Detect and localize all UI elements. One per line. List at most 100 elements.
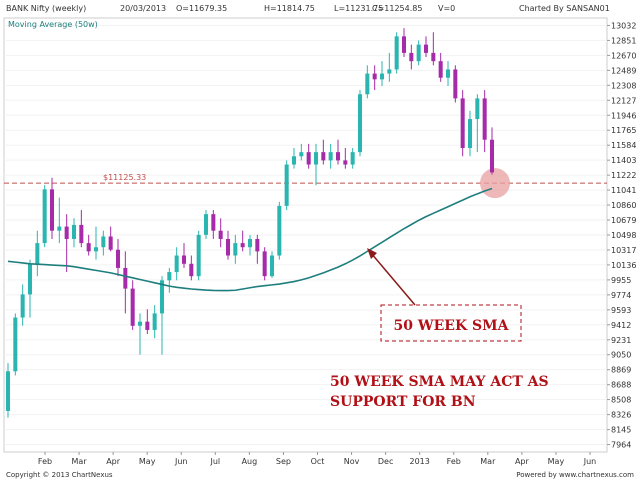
y-axis-ticks: 7964 8145 8326 8508 8688 8869 9050 9231 9412 9593… — [607, 21, 636, 450]
support-label: $11125.33 — [103, 173, 146, 182]
y-tick-label: 11041 — [611, 186, 636, 195]
x-tick-label: May — [548, 457, 565, 466]
candle-body — [5, 371, 11, 411]
x-tick-label: Oct — [311, 457, 325, 466]
x-axis-ticks: Feb Mar Apr May Jun Jul Aug Sep Oct Nov Dec 2013 Feb… — [38, 452, 596, 466]
y-tick-label: 11403 — [611, 156, 636, 165]
candle-body — [357, 94, 363, 153]
x-tick-label: Mar — [480, 457, 496, 466]
candle-body — [247, 238, 253, 248]
annotation-arrowhead — [367, 248, 377, 259]
y-tick-label: 8508 — [611, 396, 631, 405]
header-close: C=11254.85 — [372, 4, 422, 13]
candle-body — [218, 230, 223, 239]
y-tick-label: 12127 — [611, 96, 636, 105]
candle-body — [291, 156, 297, 165]
candle-body — [64, 226, 69, 239]
candle-body — [431, 52, 436, 62]
header-open: O=11679.35 — [176, 4, 227, 13]
candle-body — [130, 288, 135, 326]
candle-body — [313, 152, 319, 165]
y-tick-label: 10317 — [611, 246, 636, 255]
candle-body — [189, 263, 194, 277]
moving-average-line — [7, 187, 493, 292]
y-tick-label: 10498 — [611, 231, 636, 240]
y-tick-label: 11222 — [611, 171, 636, 180]
header-symbol: BANK Nifty (weekly) — [6, 4, 86, 13]
candle-body — [401, 36, 407, 53]
candle-body — [145, 321, 150, 330]
annotation-arrow-line — [370, 252, 416, 306]
candle-body — [284, 164, 289, 206]
candle-body — [49, 189, 55, 231]
header-charted-by: Charted By SANSAN01 — [519, 4, 610, 13]
y-tick-label: 9955 — [611, 276, 631, 285]
candle-body — [416, 44, 421, 62]
x-tick-label: 2013 — [410, 457, 430, 466]
sma-box-label: 50 WEEK SMA — [394, 318, 510, 334]
candle-body — [159, 280, 165, 314]
candle-body — [460, 98, 465, 149]
grid-lines — [4, 24, 607, 446]
y-tick-label: 8688 — [611, 381, 631, 390]
x-tick-label: Apr — [515, 457, 530, 466]
candle-body — [174, 255, 179, 273]
x-tick-label: Dec — [378, 457, 393, 466]
candle-body — [277, 205, 282, 256]
annotation-note-line1: 50 WEEK SMA MAY ACT AS — [330, 374, 549, 390]
candle-body — [181, 255, 187, 264]
header-date: 20/03/2013 — [120, 4, 166, 13]
header-high: H=11814.75 — [264, 4, 315, 13]
x-tick-label: Apr — [106, 457, 121, 466]
y-tick-label: 10860 — [611, 201, 636, 210]
y-tick-label: 7964 — [611, 441, 631, 450]
y-tick-label: 11765 — [611, 126, 636, 135]
footer-copyright: Copyright © 2013 ChartNexus — [6, 471, 113, 479]
candle-body — [423, 44, 429, 53]
candle-body — [20, 294, 25, 318]
x-tick-label: Sep — [276, 457, 291, 466]
candle-body — [365, 73, 370, 95]
candle-body — [255, 238, 260, 252]
candle-body — [299, 152, 304, 157]
candle-body — [233, 243, 238, 256]
x-tick-label: Nov — [344, 457, 360, 466]
candle-body — [225, 238, 231, 256]
y-tick-label: 9774 — [611, 291, 631, 300]
candle-body — [372, 73, 377, 80]
candle-body — [123, 267, 128, 289]
footer-powered: Powered by www.chartnexus.com — [516, 471, 634, 479]
candle-body — [262, 251, 267, 277]
y-tick-label: 10136 — [611, 261, 636, 270]
y-tick-label: 9593 — [611, 306, 631, 315]
candle-body — [489, 139, 495, 173]
y-tick-label: 9050 — [611, 351, 631, 360]
candle-body — [379, 73, 385, 80]
y-tick-label: 10679 — [611, 216, 636, 225]
candle-body — [321, 152, 326, 161]
candle-body — [343, 160, 348, 165]
moving-average-label: Moving Average (50w) — [8, 20, 98, 29]
candle-body — [387, 69, 392, 74]
candle-body — [475, 98, 480, 120]
candle-body — [328, 152, 333, 161]
candle-body — [203, 214, 209, 235]
candle-body — [13, 317, 18, 372]
y-tick-label: 9231 — [611, 336, 631, 345]
candle-body — [438, 61, 443, 78]
y-tick-label: 12489 — [611, 66, 636, 75]
candle-body — [467, 119, 473, 149]
candle-body — [196, 234, 201, 277]
candle-body — [93, 247, 99, 252]
candle-body — [240, 243, 245, 248]
x-tick-label: Feb — [447, 457, 461, 466]
y-tick-label: 12670 — [611, 51, 636, 60]
candle-body — [211, 214, 216, 231]
header-volume: V=0 — [438, 4, 455, 13]
y-tick-label: 12308 — [611, 81, 636, 90]
candle-body — [71, 224, 77, 239]
y-tick-label: 12851 — [611, 36, 636, 45]
y-tick-label: 13032 — [611, 21, 636, 30]
candle-body — [394, 36, 399, 70]
